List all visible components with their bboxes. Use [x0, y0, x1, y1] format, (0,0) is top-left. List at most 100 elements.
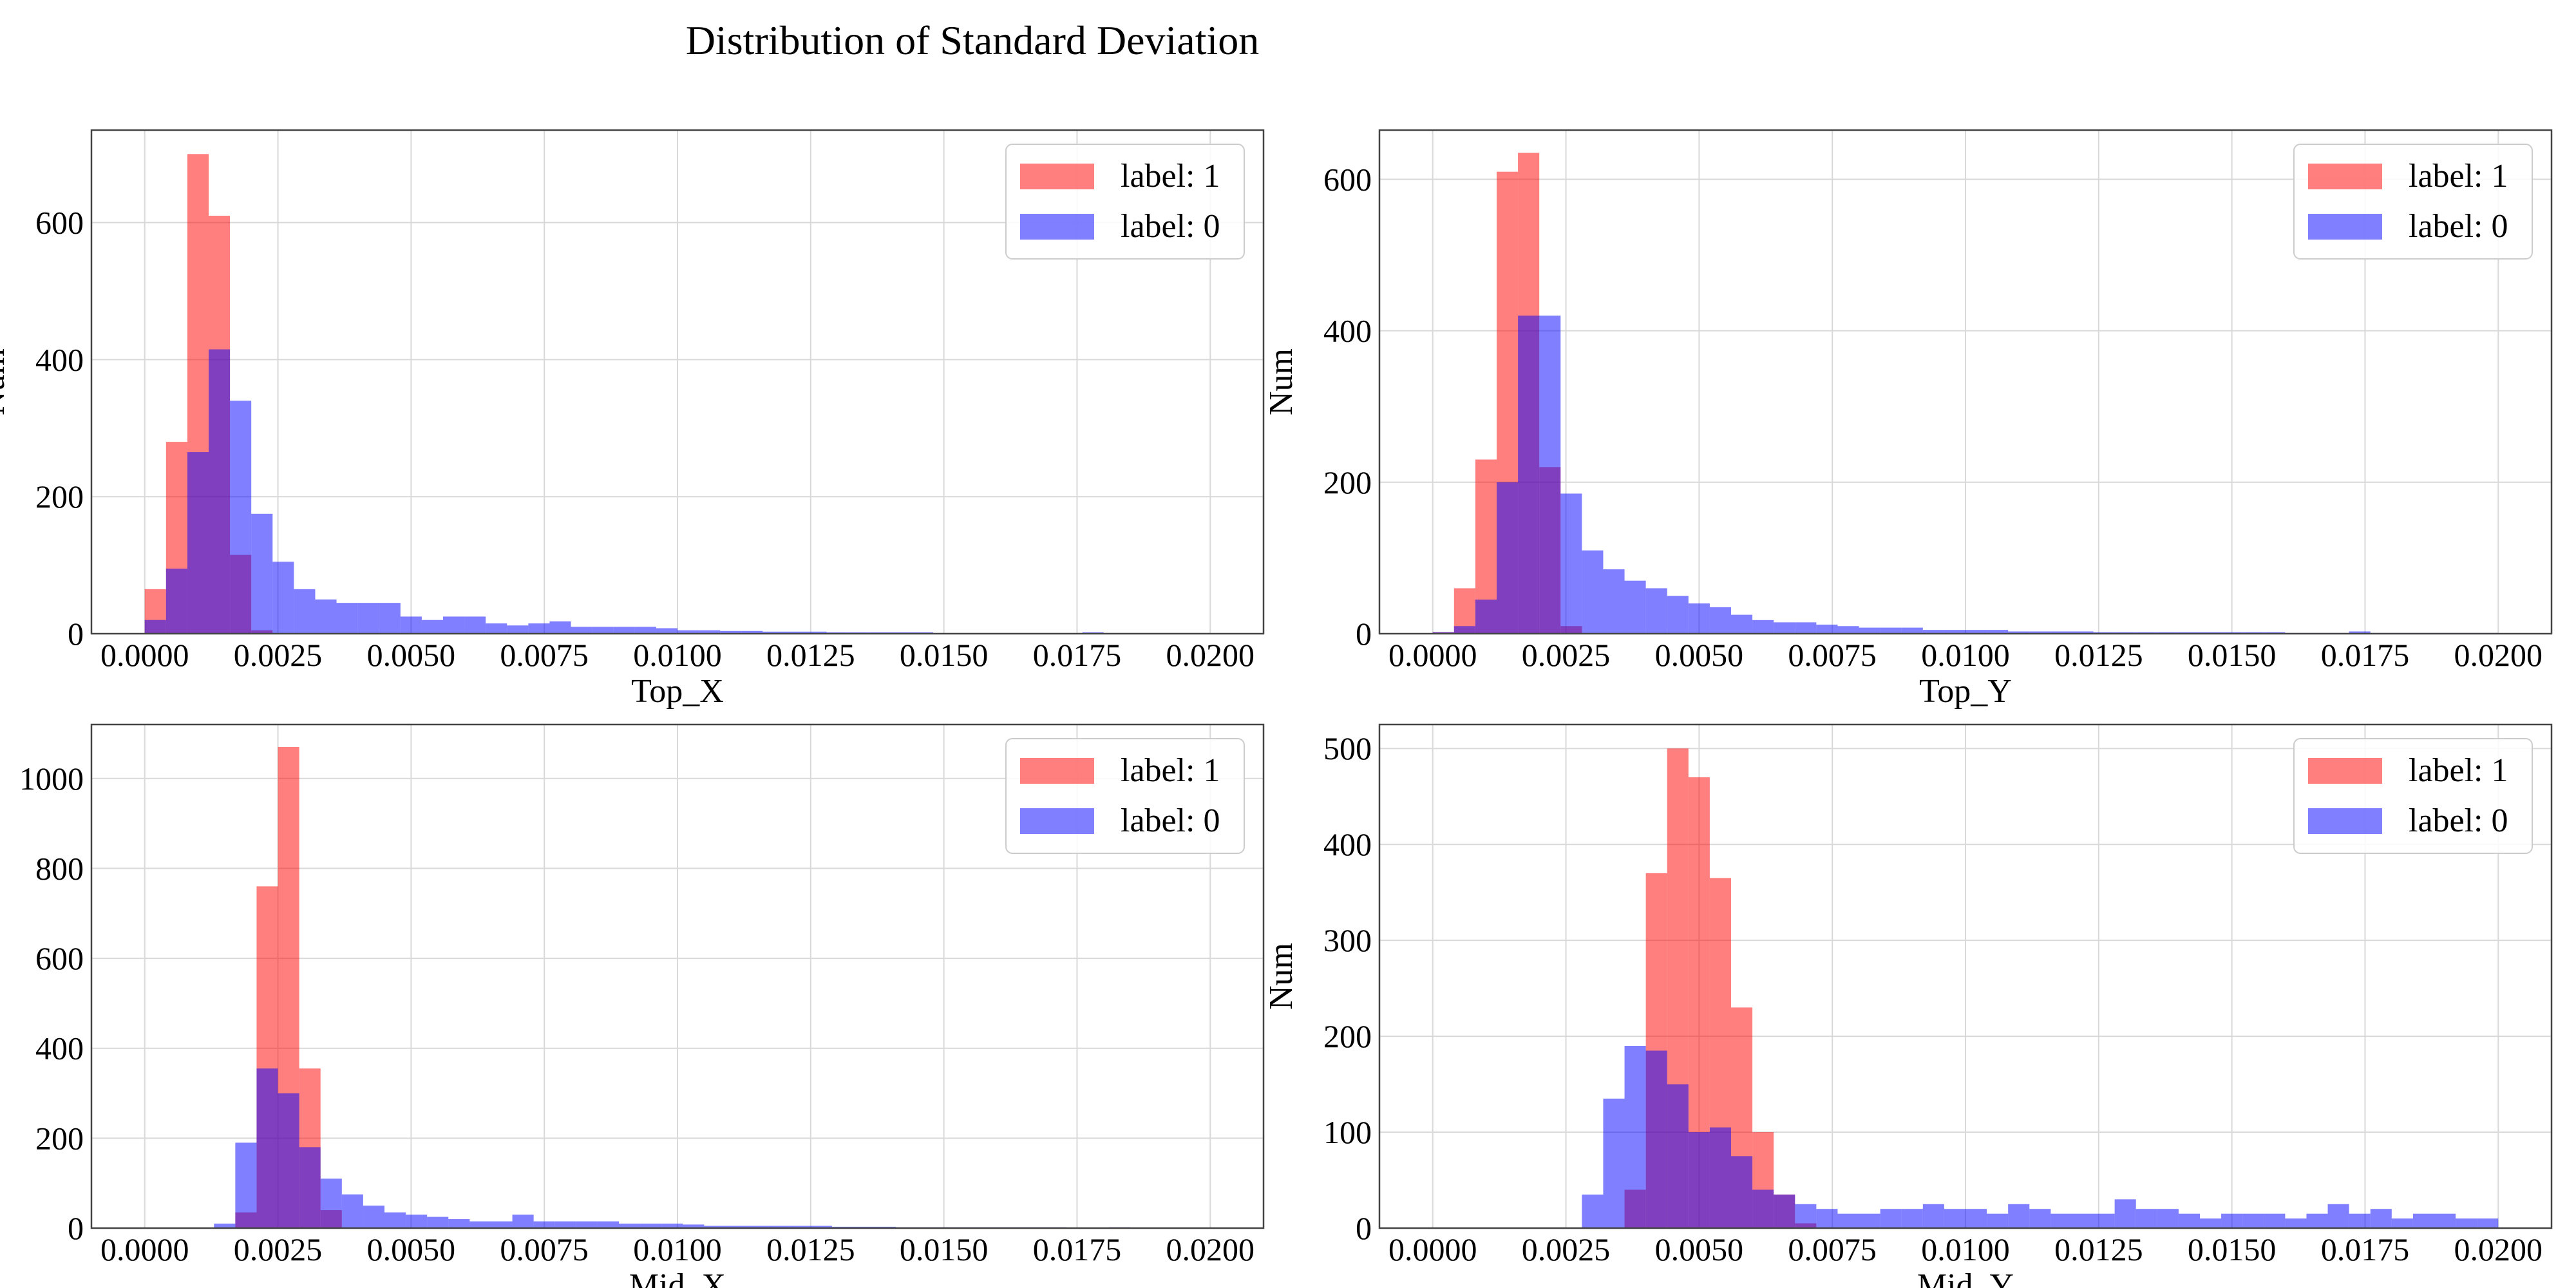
legend-swatch	[1020, 164, 1094, 189]
histogram-bar	[2391, 1218, 2413, 1228]
x-tick-label: 0.0200	[1166, 1231, 1255, 1267]
x-tick-label: 0.0100	[633, 637, 722, 673]
legend-swatch	[2308, 164, 2382, 189]
histogram-bar	[2008, 631, 2030, 634]
histogram-bar	[762, 631, 784, 634]
legend-label: label: 1	[2409, 158, 2508, 194]
histogram-bar	[384, 1212, 406, 1228]
x-tick-label: 0.0025	[234, 1231, 323, 1267]
x-axis-label: Mid_X	[629, 1267, 726, 1288]
histogram-bar	[571, 627, 592, 634]
histogram-bar	[486, 623, 507, 634]
histogram-bar	[278, 1093, 299, 1228]
histogram-bar	[1837, 626, 1859, 634]
histogram-bar	[209, 349, 231, 634]
histogram-bar	[1645, 1050, 1667, 1228]
legend-label: label: 1	[1121, 158, 1220, 194]
histogram-bar	[741, 630, 763, 634]
histogram-bar	[166, 568, 187, 634]
x-tick-label: 0.0075	[1788, 1231, 1877, 1267]
x-tick-label: 0.0175	[1033, 1231, 1122, 1267]
x-tick-label: 0.0050	[367, 1231, 456, 1267]
histogram-bar	[1922, 630, 1944, 634]
histogram-bar	[256, 1068, 278, 1228]
histogram-bar	[464, 616, 486, 634]
y-tick-label: 100	[1323, 1114, 1372, 1150]
legend: label: 1 label: 0	[1005, 738, 1245, 854]
y-tick-label: 400	[1323, 313, 1372, 349]
histogram-bar	[1795, 622, 1817, 634]
x-tick-label: 0.0150	[900, 1231, 989, 1267]
histogram-bar	[2285, 1218, 2307, 1228]
y-axis-label: Num	[0, 348, 12, 415]
histogram-bar	[1816, 1209, 1838, 1228]
histogram-bar	[1497, 482, 1519, 634]
histogram-bar	[1944, 630, 1965, 634]
x-axis-label: Top_X	[631, 673, 724, 710]
histogram-bar	[1709, 607, 1731, 634]
x-tick-label: 0.0100	[633, 1231, 722, 1267]
subplot-mid-y: 0.0000 0.0025 0.0050 0.0075 0.0100 0.0125 0.01…	[1263, 723, 2553, 1288]
x-tick-label: 0.0125	[2054, 1231, 2143, 1267]
x-axis-label: Mid_Y	[1917, 1267, 2014, 1288]
histogram-bar	[299, 1147, 321, 1228]
histogram-bar	[597, 1221, 619, 1228]
histogram-bar	[2178, 1213, 2200, 1228]
x-tick-label: 0.0100	[1921, 637, 2010, 673]
histogram-bar	[1624, 1045, 1646, 1228]
x-tick-label: 0.0125	[766, 1231, 855, 1267]
histogram-bar	[699, 630, 721, 634]
histogram-bar	[341, 1194, 363, 1228]
histogram-bar	[2050, 631, 2072, 634]
histogram-bar	[528, 623, 550, 634]
histogram-bar	[421, 620, 443, 634]
histogram-bar	[720, 630, 742, 634]
subplot-top-x: 0.0000 0.0025 0.0050 0.0075 0.0100 0.0125 0.01…	[0, 129, 1265, 710]
histogram-bar	[491, 1221, 513, 1228]
histogram-bar	[1603, 1098, 1625, 1228]
histogram-bar	[656, 628, 677, 634]
legend-swatch	[1020, 214, 1094, 240]
histogram-bar	[704, 1226, 726, 1228]
histogram-bar	[507, 625, 529, 634]
histogram-bar	[406, 1215, 428, 1228]
x-tick-label: 0.0200	[2454, 1231, 2543, 1267]
histogram-bar	[2412, 1213, 2434, 1228]
x-tick-label: 0.0200	[1166, 637, 1255, 673]
histogram-bar	[592, 627, 614, 634]
x-tick-label: 0.0000	[100, 637, 189, 673]
histogram-bar	[2456, 1218, 2477, 1228]
legend: label: 1 label: 0	[1005, 144, 1245, 260]
histogram-bar	[512, 1215, 534, 1228]
histogram-bar	[746, 1226, 768, 1228]
histogram-bar	[2242, 1213, 2264, 1228]
histogram-bar	[2072, 631, 2094, 634]
histogram-bar	[1667, 1084, 1689, 1228]
legend-swatch	[2308, 808, 2382, 834]
y-tick-label: 600	[35, 940, 84, 976]
histogram-bar	[320, 1179, 342, 1228]
y-tick-label: 400	[1323, 826, 1372, 862]
histogram-bar	[768, 1226, 790, 1228]
histogram-bar	[1987, 630, 2009, 634]
y-tick-label: 400	[35, 1030, 84, 1066]
y-axis-label: Num	[1263, 348, 1300, 415]
histogram-bar	[634, 627, 656, 634]
histogram-bar	[789, 1226, 811, 1228]
histogram-bar	[805, 631, 827, 634]
histogram-bar	[1603, 569, 1625, 634]
histogram-bar	[2306, 1213, 2328, 1228]
histogram-bar	[683, 1224, 705, 1228]
histogram-bar	[640, 1224, 662, 1228]
histogram-bar	[1560, 493, 1582, 634]
histogram-bar	[810, 1226, 832, 1228]
legend-label: label: 0	[1121, 802, 1220, 839]
histogram-bar	[1688, 603, 1710, 634]
histogram-bar	[1645, 588, 1667, 634]
axes-frame	[1378, 723, 2553, 1229]
histogram-bar	[1944, 1209, 1965, 1228]
histogram-bar	[576, 1221, 598, 1228]
y-tick-label: 600	[35, 205, 84, 241]
histogram-bar	[144, 620, 166, 634]
